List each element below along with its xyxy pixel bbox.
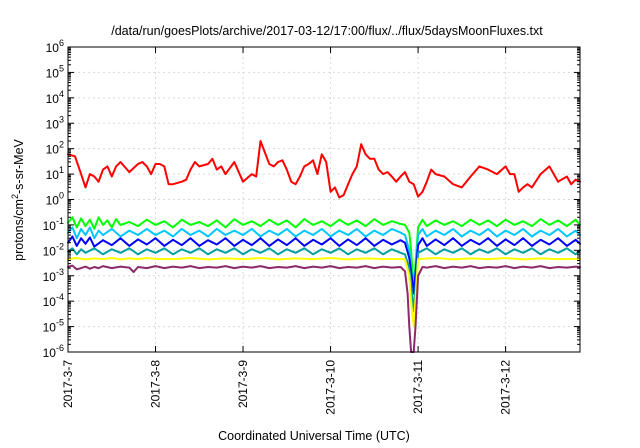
y-tick-label-exponent: 6 [59,38,64,48]
x-tick-label: 2017-3-12 [499,360,513,415]
y-tick-label-exponent: -2 [56,241,64,251]
y-tick-label: 100 [46,191,64,208]
y-axis-label-prefix: protons/cm [12,199,26,261]
y-tick-label-base: 10 [43,244,57,258]
y-axis-tick-labels: 10-610-510-410-310-210-11001011021031041… [43,38,64,360]
series-line-7 [67,264,581,353]
axis-ticks [67,46,580,353]
y-tick-label-exponent: 5 [59,63,64,73]
y-tick-label-base: 10 [46,41,60,55]
y-tick-label-base: 10 [46,143,60,157]
y-tick-label: 10-4 [43,292,64,309]
x-axis-tick-labels: 2017-3-7 2017-3-8 2017-3-9 2017-3-10 2017-3-… [61,360,513,415]
x-tick-label: 2017-3-7 [61,360,75,408]
x-tick-label: 2017-3-9 [236,360,250,408]
series-line-2 [67,216,581,290]
y-tick-label-exponent: 2 [59,140,64,150]
y-tick-label: 10-2 [43,241,64,258]
y-tick-label: 105 [46,63,64,80]
series-line-4 [67,235,581,295]
y-tick-label: 10-5 [43,318,64,335]
y-tick-label-exponent: -6 [56,343,64,353]
y-tick-label-base: 10 [46,117,60,131]
series-line-1 [67,140,581,199]
y-tick-label-exponent: -1 [56,216,64,226]
y-tick-label: 104 [46,89,64,106]
y-axis-label: protons/cm2-s-sr-MeV [10,138,26,260]
series-line-3 [67,226,581,295]
y-tick-label: 10-1 [43,216,64,233]
y-tick-label-exponent: 3 [59,114,64,124]
chart-title: /data/run/goesPlots/archive/2017-03-12/1… [111,24,543,38]
y-tick-label-base: 10 [43,270,57,284]
y-tick-label-base: 10 [46,168,60,182]
y-tick-label-base: 10 [43,321,57,335]
y-tick-label: 103 [46,114,64,131]
y-tick-label-exponent: 0 [59,191,64,201]
y-tick-label: 106 [46,38,64,55]
y-tick-label-base: 10 [46,194,60,208]
grid [68,47,580,352]
y-tick-label-base: 10 [43,219,57,233]
y-axis-label-suffix: -s-sr-MeV [12,138,26,194]
y-tick-label-exponent: 4 [59,89,64,99]
x-tick-label: 2017-3-11 [411,360,425,414]
y-tick-label-base: 10 [43,295,57,309]
y-tick-label-exponent: -5 [56,318,64,328]
y-tick-label: 102 [46,140,64,157]
y-tick-label-exponent: -4 [56,292,64,302]
plot-area-series [67,140,581,353]
y-tick-label: 10-3 [43,267,64,284]
y-tick-label-exponent: -3 [56,267,64,277]
x-tick-label: 2017-3-10 [324,360,338,415]
x-axis-label: Coordinated Universal Time (UTC) [218,429,410,443]
series-line-5 [67,247,581,313]
y-axis-label-exponent: 2 [10,194,20,199]
y-tick-label-base: 10 [43,346,57,360]
y-tick-label-base: 10 [46,66,60,80]
series-line-6 [67,257,581,328]
y-tick-label: 101 [46,165,64,182]
y-tick-label-base: 10 [46,92,60,106]
x-tick-label: 2017-3-8 [149,360,163,408]
y-tick-label: 10-6 [43,343,64,360]
y-tick-label-exponent: 1 [59,165,64,175]
